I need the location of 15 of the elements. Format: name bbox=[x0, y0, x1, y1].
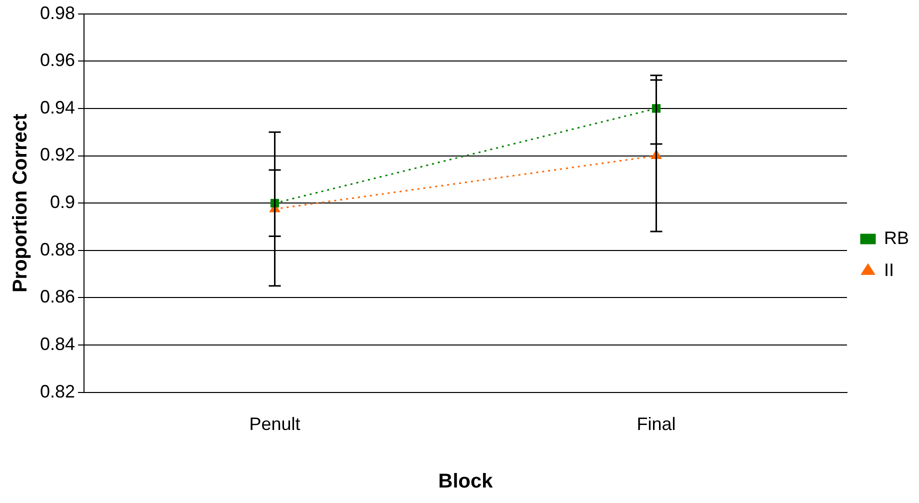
y-tick-label: 0.88 bbox=[40, 239, 76, 260]
y-tick-label: 0.9 bbox=[50, 192, 76, 212]
y-tick-label: 0.98 bbox=[40, 2, 76, 23]
y-tick-label: 0.94 bbox=[40, 97, 76, 118]
y-tick-label: 0.92 bbox=[40, 144, 76, 165]
legend-label: RB bbox=[884, 228, 910, 248]
y-axis-title: Proportion Correct bbox=[10, 113, 32, 293]
y-tick-label: 0.96 bbox=[40, 50, 76, 70]
y-tick-label: 0.84 bbox=[40, 334, 76, 354]
legend-label: II bbox=[884, 260, 894, 280]
y-tick-label: 0.82 bbox=[40, 381, 76, 402]
x-tick-label: Penult bbox=[249, 414, 300, 434]
x-axis-title: Block bbox=[438, 470, 494, 493]
x-tick-label: Final bbox=[636, 414, 676, 434]
y-tick-label: 0.86 bbox=[40, 286, 76, 307]
